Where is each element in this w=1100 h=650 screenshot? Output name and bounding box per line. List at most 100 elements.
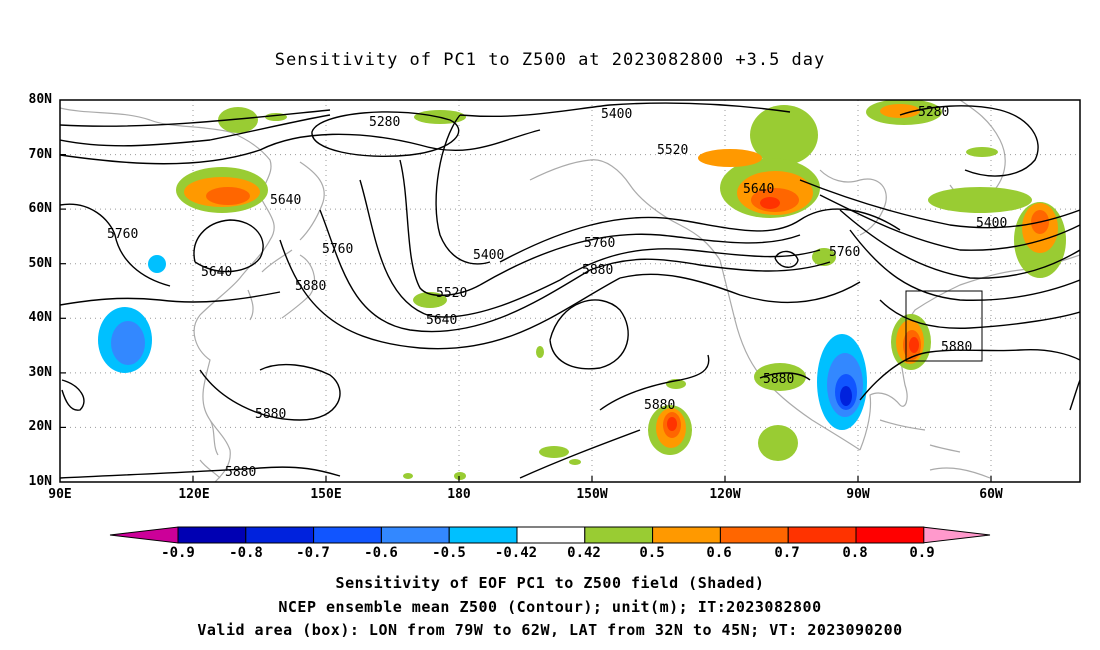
- lat-label-50n: 50N: [28, 256, 52, 271]
- contour-5880-pacific-high: [549, 299, 629, 370]
- contour-label: 5280: [369, 115, 400, 130]
- lon-label-60w: 60W: [979, 487, 1003, 502]
- contour-5280-west: [60, 109, 331, 127]
- contour-5400-main: [60, 102, 791, 147]
- colorbar-label: 0.7: [774, 545, 800, 561]
- contour-5880-south: [60, 466, 341, 479]
- colorbar-underflow-triangle: [109, 526, 179, 544]
- lat-label-80n: 80N: [28, 92, 52, 107]
- lat-label-60n: 60N: [28, 201, 52, 216]
- lat-label-20n: 20N: [28, 419, 52, 434]
- contour-label: 5400: [601, 107, 632, 122]
- colorbar-swatch: [719, 526, 789, 544]
- colorbar: [109, 526, 991, 544]
- alaska-coastline: [529, 159, 721, 261]
- contour-label: 5880: [225, 465, 256, 480]
- caption-shaded: Sensitivity of EOF PC1 to Z500 field (Sh…: [335, 574, 765, 592]
- contour-5520-east: [819, 194, 1080, 251]
- contour-5880-tail: [519, 379, 1080, 479]
- lat-label-10n: 10N: [28, 474, 52, 489]
- contour-small-loop: [61, 379, 85, 411]
- lon-label-120w: 120W: [709, 487, 741, 502]
- contour-label: 5880: [295, 279, 326, 294]
- contour-label: 5520: [436, 286, 467, 301]
- korea-japan-coastline: [247, 249, 315, 321]
- contour-5640-east-low: [774, 250, 799, 268]
- contour-label: 5640: [270, 193, 301, 208]
- contour-label: 5880: [941, 340, 972, 355]
- colorbar-label: -0.6: [364, 545, 398, 561]
- colorbar-label: -0.42: [494, 545, 538, 561]
- south-america-coastline: [929, 467, 991, 479]
- contour-trough-5400: [435, 114, 491, 265]
- colorbar-label: 0.9: [909, 545, 935, 561]
- z500-contours: [60, 102, 1080, 479]
- lon-label-90w: 90W: [846, 487, 870, 502]
- lon-label-90e: 90E: [48, 487, 72, 502]
- colorbar-swatch: [380, 526, 450, 544]
- colorbar-swatch: [584, 526, 654, 544]
- graticule: [60, 100, 1080, 482]
- contour-ridge-5640: [559, 248, 821, 281]
- colorbar-swatch: [516, 526, 586, 544]
- contour-label: 5880: [644, 398, 675, 413]
- colorbar-label: 0.6: [706, 545, 732, 561]
- contour-label: 5880: [255, 407, 286, 422]
- contour-5880-atlantic: [859, 348, 1080, 401]
- contour-label: 5640: [426, 313, 457, 328]
- contour-5760-west: [60, 203, 171, 287]
- map-frame: [59, 99, 1081, 483]
- sensitivity-shading: [98, 100, 1066, 480]
- caption-valid-area: Valid area (box): LON from 79W to 62W, L…: [197, 621, 903, 639]
- hudson-bay-coastline: [819, 169, 887, 236]
- lon-label-120e: 120E: [178, 487, 210, 502]
- colorbar-swatch: [313, 526, 382, 544]
- contour-label: 5400: [976, 216, 1007, 231]
- colorbar-swatch: [448, 526, 518, 544]
- contour-ridge-5400: [499, 208, 901, 263]
- contour-5880-east: [879, 299, 1080, 329]
- colorbar-swatch: [245, 526, 315, 544]
- contour-labels: 5280 5400 5280 5520 5640 5640 5760 5400 …: [107, 105, 1007, 480]
- lat-label-30n: 30N: [28, 365, 52, 380]
- contour-label: 5760: [829, 245, 860, 260]
- contour-label: 5520: [657, 143, 688, 158]
- colorbar-swatch: [652, 526, 721, 544]
- lon-label-150w: 150W: [576, 487, 608, 502]
- contour-5880-subtropical-high: [199, 363, 341, 421]
- contour-5880-west: [60, 291, 281, 306]
- contour-5760-east: [849, 229, 1080, 301]
- contour-label: 5640: [201, 265, 232, 280]
- colorbar-label: -0.5: [432, 545, 466, 561]
- contour-trough-5640: [359, 179, 561, 318]
- contour-ridge-5520: [479, 233, 801, 286]
- contour-label: 5280: [918, 105, 949, 120]
- caption-contour: NCEP ensemble mean Z500 (Contour); unit(…: [278, 598, 822, 616]
- contour-label: 5400: [473, 248, 504, 263]
- contour-label: 5760: [584, 236, 615, 251]
- colorbar-label: 0.42: [567, 545, 601, 561]
- contour-5520: [60, 129, 541, 165]
- lon-label-150e: 150E: [310, 487, 342, 502]
- colorbar-label: -0.7: [296, 545, 330, 561]
- contour-trough-5880: [279, 239, 621, 350]
- contour-5640-east: [839, 209, 1080, 279]
- lat-label-40n: 40N: [28, 310, 52, 325]
- lon-label-180: 180: [447, 487, 471, 502]
- contour-5880-gulf: [759, 372, 811, 381]
- contour-trough-5760: [319, 209, 591, 333]
- colorbar-swatch: [855, 526, 925, 544]
- gulf-coastline: [859, 339, 908, 451]
- contour-label: 5880: [582, 263, 613, 278]
- lat-label-70n: 70N: [28, 147, 52, 162]
- contour-ridge-5760: [589, 258, 831, 272]
- caribbean-coastline: [879, 419, 961, 453]
- contour-5280-low: [311, 111, 460, 157]
- contour-ridge-5880: [619, 273, 861, 303]
- colorbar-swatch: [177, 526, 247, 544]
- colorbar-label: -0.9: [161, 545, 195, 561]
- contour-label: 5760: [322, 242, 353, 257]
- valid-area-box: [905, 290, 983, 362]
- colorbar-swatch: [787, 526, 857, 544]
